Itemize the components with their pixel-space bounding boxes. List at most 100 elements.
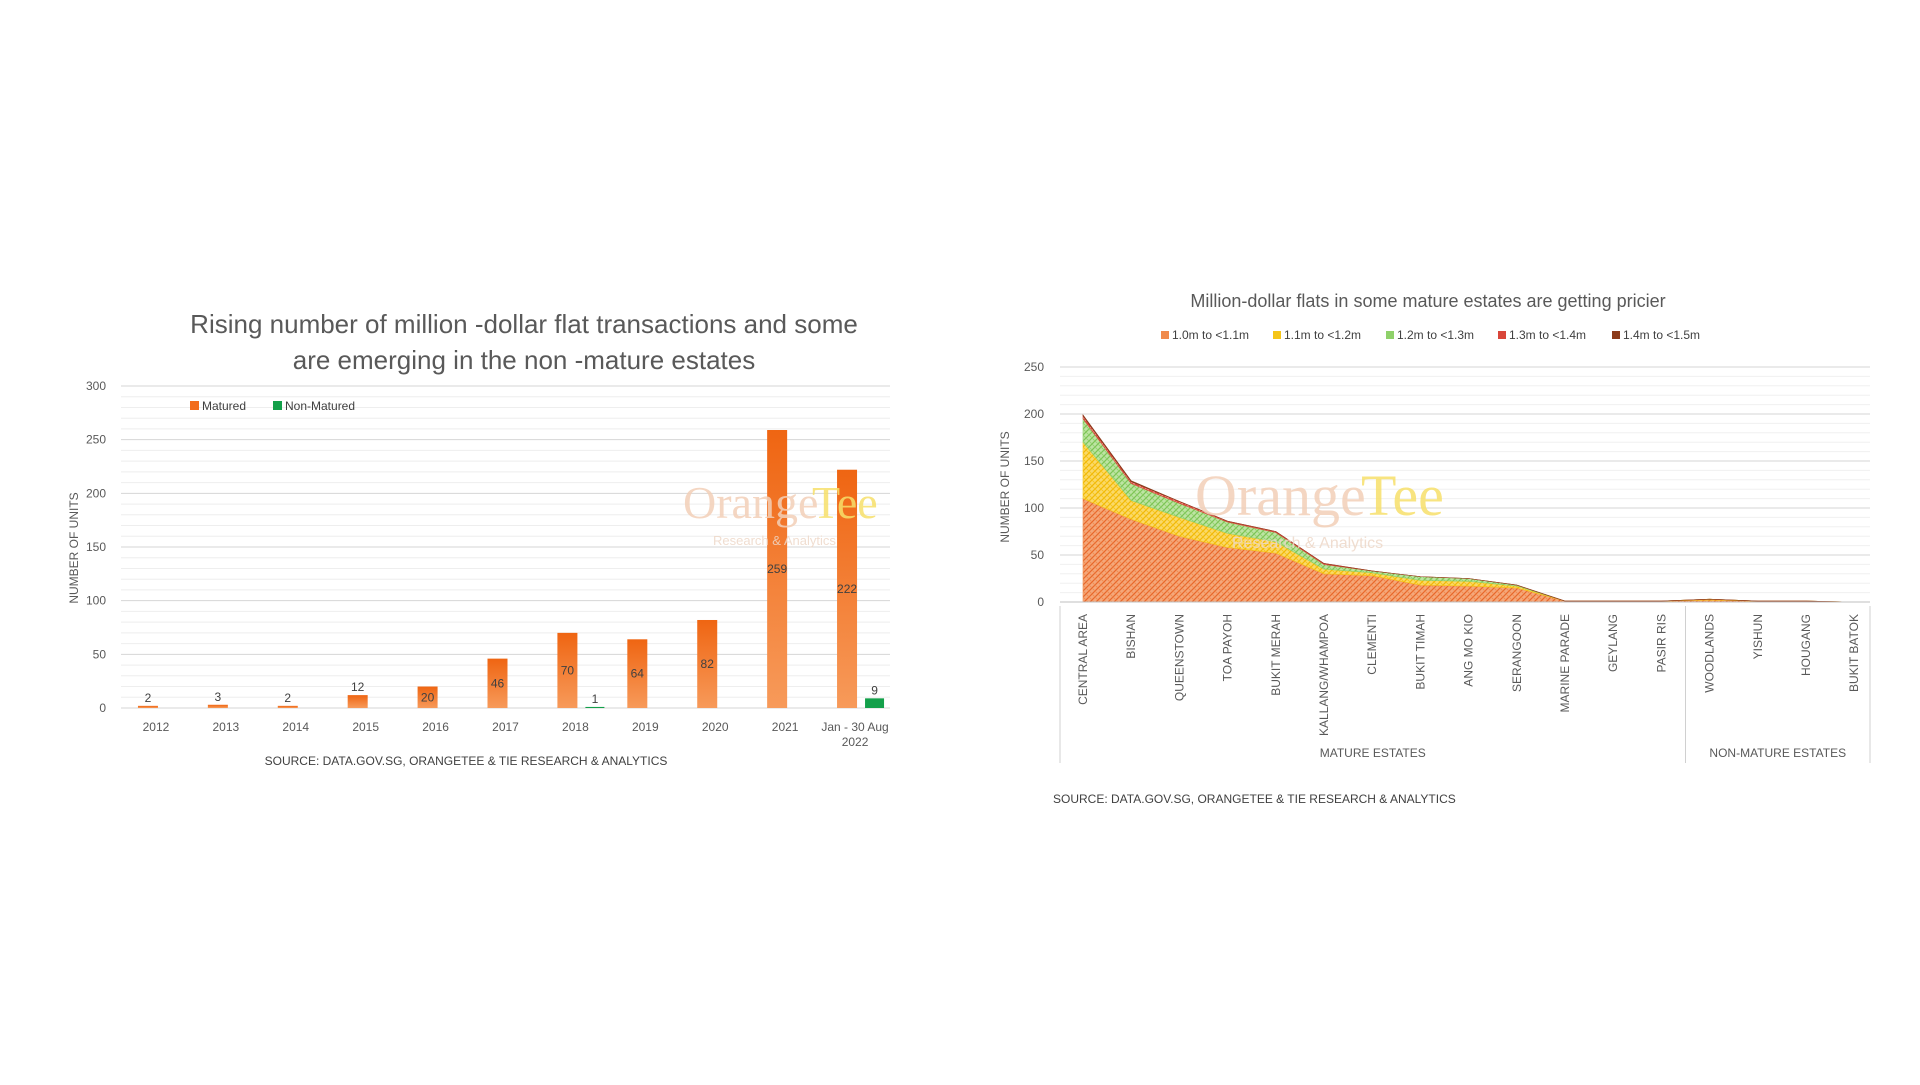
x-tick-label: 2021 <box>772 720 799 734</box>
x-tick-label: PASIR RIS <box>1654 614 1668 672</box>
legend-label-non-matured: Non-Matured <box>285 399 355 413</box>
left-chart-source: SOURCE: DATA.GOV.SG, ORANGETEE & TIE RES… <box>265 754 668 768</box>
bar-matured <box>627 639 648 708</box>
legend-swatch-1 <box>1273 331 1281 339</box>
data-label-matured: 70 <box>561 663 575 677</box>
left-chart-x-labels: 2012 2013 2014 2015 2016 2017 2018 2019 2020 2021… <box>143 720 889 749</box>
y-tick-label: 0 <box>99 701 106 715</box>
x-tick-label: 2016 <box>422 720 449 734</box>
data-label-matured: 2 <box>284 691 291 705</box>
right-chart-group-labels: MATURE ESTATES NON-MATURE ESTATES <box>1059 606 1871 763</box>
data-label-matured: 82 <box>701 657 715 671</box>
data-label-matured: 2 <box>145 691 152 705</box>
y-tick-label: 100 <box>86 594 106 608</box>
bar-non-matured <box>585 706 605 708</box>
data-label-non-matured: 9 <box>871 683 878 697</box>
x-tick-label: 2019 <box>632 720 659 734</box>
right-chart-x-labels: CENTRAL AREA BISHAN QUEENSTOWN TOA PAYOH BUK… <box>1076 614 1861 736</box>
legend-label-3: 1.3m to <1.4m <box>1509 328 1586 342</box>
y-tick-label: 50 <box>93 647 107 661</box>
y-tick-label: 150 <box>1024 454 1044 468</box>
x-tick-label: 2018 <box>562 720 589 734</box>
data-label-matured: 222 <box>837 582 857 596</box>
y-tick-label: 50 <box>1031 548 1045 562</box>
watermark-orange-text: Orange <box>1195 463 1366 528</box>
x-tick-label: 2012 <box>143 720 170 734</box>
x-tick-label: 2015 <box>352 720 379 734</box>
right-chart-y-axis-label: NUMBER OF UNITS <box>998 431 1012 542</box>
right-chart-svg: Million-dollar flats in some mature esta… <box>998 291 1871 806</box>
bar-matured <box>417 686 438 708</box>
bar-matured <box>767 430 788 708</box>
bar-matured <box>837 469 858 708</box>
y-tick-label: 250 <box>1024 360 1044 374</box>
legend-swatch-non-matured <box>273 401 282 410</box>
data-label-non-matured: 1 <box>592 692 599 706</box>
x-tick-label: GEYLANG <box>1606 614 1620 672</box>
legend-label-4: 1.4m to <1.5m <box>1623 328 1700 342</box>
legend-label-matured: Matured <box>202 399 246 413</box>
legend-swatch-0 <box>1161 331 1169 339</box>
y-tick-label: 100 <box>1024 501 1044 515</box>
left-chart-title-line-1: Rising number of million -dollar flat tr… <box>190 309 858 339</box>
x-tick-label: ANG MO KIO <box>1462 614 1476 687</box>
right-chart-y-ticks: 0 50 100 150 200 250 <box>1024 360 1044 609</box>
right-chart-source: SOURCE: DATA.GOV.SG, ORANGETEE & TIE RES… <box>1053 792 1456 806</box>
bar-non-matured <box>865 698 885 708</box>
right-chart-title: Million-dollar flats in some mature esta… <box>1190 291 1665 311</box>
left-chart-legend: Matured Non-Matured <box>190 399 355 413</box>
data-label-matured: 3 <box>215 690 222 704</box>
x-tick-label: KALLANG/WHAMPOA <box>1317 614 1331 736</box>
x-tick-label: CLEMENTI <box>1365 614 1379 675</box>
legend-swatch-4 <box>1612 331 1620 339</box>
watermark-tee-text: Tee <box>1361 463 1444 528</box>
y-tick-label: 0 <box>1037 595 1044 609</box>
x-tick-label: BISHAN <box>1124 614 1138 659</box>
x-tick-label: SERANGOON <box>1510 614 1524 692</box>
watermark-subtitle: Research & Analytics <box>713 533 836 548</box>
y-tick-label: 300 <box>86 379 106 393</box>
left-chart-y-axis-label: NUMBER OF UNITS <box>67 492 81 603</box>
legend-label-1: 1.1m to <1.2m <box>1284 328 1361 342</box>
x-tick-label: YISHUN <box>1751 614 1765 659</box>
data-label-matured: 20 <box>421 690 435 704</box>
y-tick-label: 200 <box>1024 407 1044 421</box>
x-tick-label: 2017 <box>492 720 519 734</box>
y-tick-label: 200 <box>86 486 106 500</box>
x-tick-label: 2013 <box>213 720 240 734</box>
bar-matured <box>697 619 718 708</box>
data-label-matured: 64 <box>631 667 645 681</box>
bar-matured <box>347 695 368 708</box>
x-tick-label: MARINE PARADE <box>1558 614 1572 712</box>
data-label-matured: 12 <box>351 680 365 694</box>
right-chart-watermark: Orange Tee Research & Analytics <box>1195 463 1444 552</box>
watermark-subtitle: Research & Analytics <box>1232 535 1383 552</box>
x-tick-label: HOUGANG <box>1799 614 1813 676</box>
group-label-non-mature: NON-MATURE ESTATES <box>1709 746 1846 760</box>
y-tick-label: 250 <box>86 433 106 447</box>
left-chart-svg: Rising number of million -dollar flat tr… <box>67 309 890 768</box>
x-tick-label: QUEENSTOWN <box>1172 614 1186 701</box>
x-tick-label: 2020 <box>702 720 729 734</box>
left-chart-panel: Rising number of million -dollar flat tr… <box>0 0 960 1080</box>
x-tick-label: 2014 <box>282 720 309 734</box>
watermark-orange-text: Orange <box>683 477 818 528</box>
bar-matured <box>277 705 298 708</box>
watermark-tee-text: Tee <box>812 477 878 528</box>
x-tick-label: Jan - 30 Aug <box>821 720 888 734</box>
group-label-mature: MATURE ESTATES <box>1320 746 1426 760</box>
bar-matured <box>207 704 228 708</box>
x-tick-label: WOODLANDS <box>1703 614 1717 693</box>
left-chart-watermark: Orange Tee Research & Analytics <box>683 477 878 548</box>
right-chart-legend: 1.0m to <1.1m 1.1m to <1.2m 1.2m to <1.3m 1… <box>1161 328 1700 342</box>
x-tick-label: 2022 <box>842 735 869 749</box>
right-chart-panel: Million-dollar flats in some mature esta… <box>960 0 1920 1080</box>
x-tick-label: BUKIT BATOK <box>1847 614 1861 692</box>
legend-swatch-matured <box>190 401 199 410</box>
right-chart-areas <box>1060 414 1870 603</box>
legend-swatch-3 <box>1498 331 1506 339</box>
data-label-matured: 259 <box>767 562 787 576</box>
bar-matured <box>137 705 158 708</box>
x-tick-label: CENTRAL AREA <box>1076 614 1090 705</box>
data-label-matured: 46 <box>491 676 505 690</box>
